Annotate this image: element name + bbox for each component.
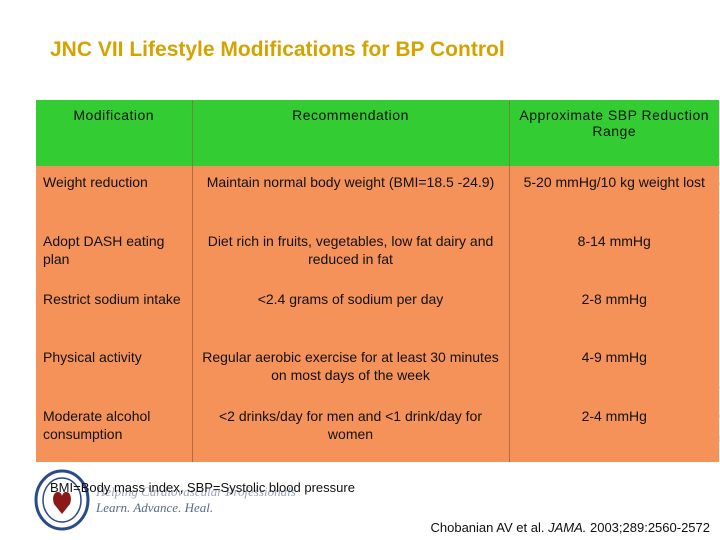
cell-recommendation: Diet rich in fruits, vegetables, low fat… [192, 225, 510, 283]
cell-sbp-range: 5-20 mmHg/10 kg weight lost [509, 166, 719, 225]
table-row: Weight reduction Maintain normal body we… [36, 166, 719, 225]
citation-details: 2003;289:2560-2572 [589, 520, 710, 535]
cell-modification: Physical activity [36, 341, 193, 400]
lifestyle-table: Modification Recommendation Approximate … [36, 100, 719, 462]
cell-sbp-range: 8-14 mmHg [509, 225, 719, 283]
table-header-row: Modification Recommendation Approximate … [36, 100, 719, 166]
cell-modification: Moderate alcohol consumption [36, 400, 193, 462]
table-row: Adopt DASH eating plan Diet rich in frui… [36, 225, 719, 283]
citation: Chobanian AV et al. JAMA. 2003;289:2560-… [430, 520, 710, 535]
table-row: Moderate alcohol consumption <2 drinks/d… [36, 400, 719, 462]
citation-journal: JAMA. [548, 520, 587, 535]
logo-tagline-primary: Helping Cardiovascular Professionals [96, 484, 296, 499]
footnote: BMI=Body mass index, SBP=Systolic blood … [50, 480, 355, 495]
cell-modification: Restrict sodium intake [36, 283, 193, 341]
cell-recommendation: Maintain normal body weight (BMI=18.5 -2… [192, 166, 510, 225]
cell-modification: Weight reduction [36, 166, 193, 225]
logo-tagline-secondary: Learn. Advance. Heal. [96, 500, 214, 515]
logo-emblem [34, 469, 90, 531]
table-row: Restrict sodium intake <2.4 grams of sod… [36, 283, 719, 341]
header-recommendation: Recommendation [192, 100, 510, 166]
slide-title: JNC VII Lifestyle Modifications for BP C… [50, 38, 505, 61]
cell-recommendation: Regular aerobic exercise for at least 30… [192, 341, 510, 400]
header-modification: Modification [36, 100, 193, 166]
citation-authors: Chobanian AV et al. [430, 520, 545, 535]
header-sbp-reduction: Approximate SBP Reduction Range [509, 100, 719, 166]
cell-sbp-range: 2-8 mmHg [509, 283, 719, 341]
cell-sbp-range: 4-9 mmHg [509, 341, 719, 400]
cell-recommendation: <2 drinks/day for men and <1 drink/day f… [192, 400, 510, 462]
cell-modification: Adopt DASH eating plan [36, 225, 193, 283]
cell-sbp-range: 2-4 mmHg [509, 400, 719, 462]
cell-recommendation: <2.4 grams of sodium per day [192, 283, 510, 341]
table-row: Physical activity Regular aerobic exerci… [36, 341, 719, 400]
